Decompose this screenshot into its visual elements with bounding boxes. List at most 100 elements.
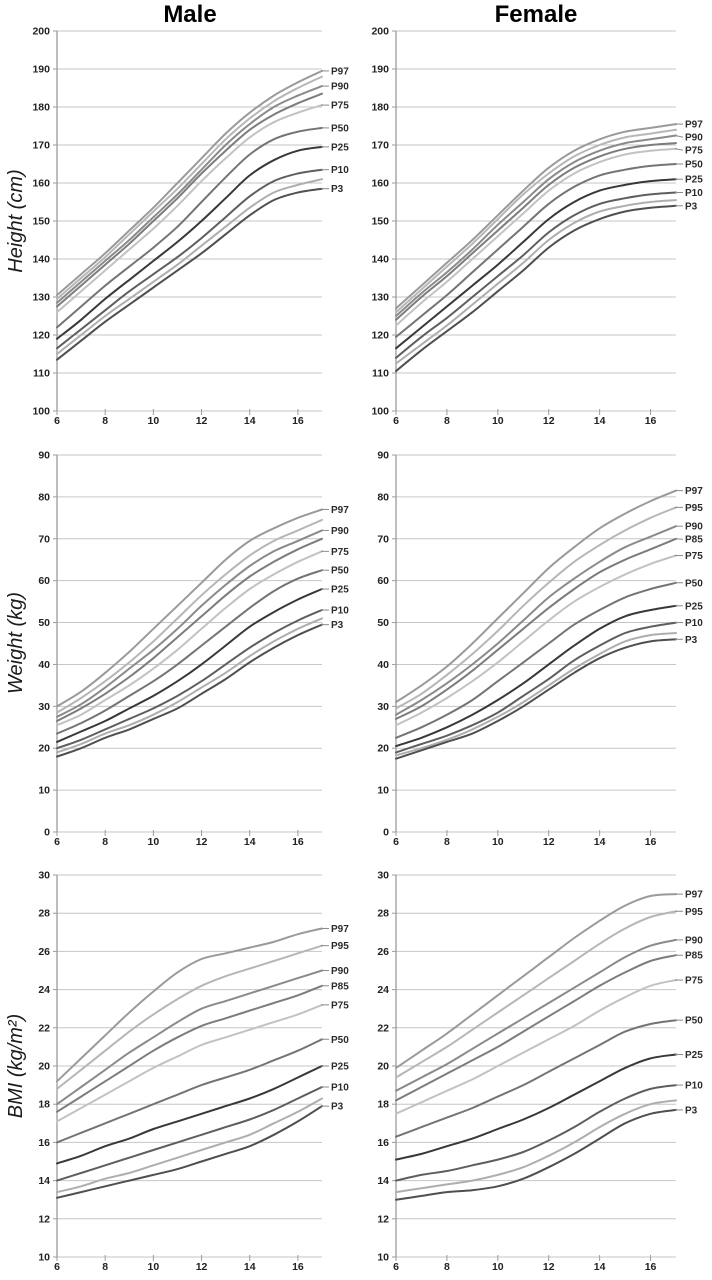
y-tick-label: 26 bbox=[38, 946, 50, 958]
curve-p97 bbox=[395, 489, 677, 704]
y-tick-label: 10 bbox=[377, 785, 389, 797]
curve-p25 bbox=[56, 588, 323, 743]
x-tick-label: 14 bbox=[594, 1261, 606, 1273]
y-tick-label: 190 bbox=[371, 64, 389, 76]
percentile-label-p25: P25 bbox=[331, 142, 349, 153]
percentile-label-p97: P97 bbox=[331, 66, 349, 77]
curve-p95 bbox=[395, 506, 677, 710]
curve-p25 bbox=[56, 145, 323, 340]
curve-p95 bbox=[395, 128, 677, 314]
y-tick-label: 50 bbox=[38, 617, 50, 629]
curve-p5 bbox=[395, 1099, 677, 1194]
y-tick-label: 10 bbox=[377, 1252, 389, 1264]
y-tick-label: 28 bbox=[38, 908, 50, 920]
x-tick-label: 16 bbox=[292, 836, 304, 848]
percentile-label-p75: P75 bbox=[685, 146, 703, 157]
y-tick-label: 200 bbox=[371, 26, 389, 38]
y-tick-label: 70 bbox=[377, 533, 389, 545]
x-tick-label: 16 bbox=[645, 836, 657, 848]
y-tick-label: 22 bbox=[38, 1022, 50, 1034]
curve-p50 bbox=[395, 163, 677, 338]
y-tick-label: 150 bbox=[371, 216, 389, 228]
percentile-label-p97: P97 bbox=[685, 890, 703, 901]
curve-p3 bbox=[56, 1105, 323, 1199]
y-tick-label: 170 bbox=[32, 140, 50, 152]
curve-p25 bbox=[395, 178, 677, 350]
percentile-label-p50: P50 bbox=[685, 578, 703, 589]
y-tick-label: 20 bbox=[38, 743, 50, 755]
y-tick-label: 30 bbox=[377, 870, 389, 882]
curve-p10 bbox=[395, 191, 677, 359]
curve-p3 bbox=[395, 638, 677, 760]
curve-p3 bbox=[395, 204, 677, 373]
x-tick-label: 12 bbox=[196, 1261, 208, 1273]
panel-male-weight: 0 10 20 30 40 50 60 70 80 90 6 8 10 12 14 16 P97 P90 P75 P5… bbox=[38, 450, 349, 849]
percentile-label-p50: P50 bbox=[331, 566, 349, 577]
percentile-label-p10: P10 bbox=[685, 1081, 703, 1092]
y-tick-label: 120 bbox=[371, 330, 389, 342]
x-tick-label: 14 bbox=[244, 836, 256, 848]
curve-p97 bbox=[56, 69, 323, 297]
curve-p5 bbox=[56, 178, 323, 355]
y-tick-label: 120 bbox=[32, 330, 50, 342]
panel-female-weight: 0 10 20 30 40 50 60 70 80 90 6 8 10 12 14 16 P97 P95 P90 P8… bbox=[377, 450, 703, 849]
y-tick-label: 170 bbox=[371, 140, 389, 152]
y-tick-label: 24 bbox=[38, 984, 50, 996]
y-tick-label: 16 bbox=[38, 1137, 50, 1149]
percentile-label-p10: P10 bbox=[331, 165, 349, 176]
panel-male-height: 100 110 120 130 140 150 160 170 180 190 200 6 8 10 12 1… bbox=[32, 26, 349, 428]
percentile-label-p90: P90 bbox=[685, 522, 703, 533]
y-tick-label: 30 bbox=[377, 701, 389, 713]
percentile-label-p85: P85 bbox=[331, 981, 349, 992]
percentile-label-p25: P25 bbox=[685, 601, 703, 612]
x-tick-label: 16 bbox=[645, 1261, 657, 1273]
percentile-label-p95: P95 bbox=[685, 503, 703, 514]
y-tick-label: 20 bbox=[377, 743, 389, 755]
x-tick-label: 8 bbox=[102, 1261, 108, 1273]
x-tick-label: 12 bbox=[543, 415, 555, 427]
y-tick-label: 110 bbox=[372, 368, 389, 380]
y-tick-label: 90 bbox=[38, 450, 50, 462]
percentile-label-p3: P3 bbox=[685, 1105, 698, 1116]
y-tick-label: 200 bbox=[32, 26, 50, 38]
y-tick-label: 130 bbox=[32, 292, 50, 304]
y-tick-label: 18 bbox=[38, 1099, 50, 1111]
percentile-label-p3: P3 bbox=[331, 620, 344, 631]
x-tick-label: 10 bbox=[492, 415, 504, 427]
curve-p90 bbox=[56, 85, 323, 304]
y-tick-label: 40 bbox=[377, 659, 389, 671]
curve-p3 bbox=[395, 1108, 677, 1201]
y-tick-label: 10 bbox=[38, 785, 50, 797]
curve-p10 bbox=[395, 621, 677, 754]
curve-p10 bbox=[56, 168, 323, 350]
x-tick-label: 6 bbox=[393, 1261, 399, 1273]
curve-p50 bbox=[395, 581, 677, 739]
curve-p3 bbox=[56, 623, 323, 758]
percentile-label-p25: P25 bbox=[331, 585, 349, 596]
y-tick-label: 150 bbox=[32, 216, 50, 228]
y-tick-label: 20 bbox=[38, 1061, 50, 1073]
y-tick-label: 140 bbox=[371, 254, 389, 266]
y-tick-label: 28 bbox=[377, 908, 389, 920]
percentile-label-p3: P3 bbox=[331, 1102, 344, 1113]
x-tick-label: 6 bbox=[54, 836, 60, 848]
x-tick-label: 8 bbox=[444, 415, 450, 427]
y-tick-label: 0 bbox=[383, 827, 389, 839]
curve-p10 bbox=[56, 609, 323, 750]
label-leader bbox=[674, 148, 684, 151]
percentile-label-p90: P90 bbox=[685, 133, 703, 144]
percentile-label-p85: P85 bbox=[685, 951, 703, 962]
curve-p3 bbox=[56, 187, 323, 361]
curve-p95 bbox=[56, 75, 323, 300]
curve-p85 bbox=[56, 984, 323, 1113]
curve-p75 bbox=[56, 104, 323, 314]
y-tick-label: 0 bbox=[44, 827, 50, 839]
x-tick-label: 12 bbox=[196, 415, 208, 427]
percentile-label-p97: P97 bbox=[331, 924, 349, 935]
x-tick-label: 14 bbox=[594, 415, 606, 427]
x-tick-label: 8 bbox=[444, 1261, 450, 1273]
x-tick-label: 16 bbox=[292, 415, 304, 427]
x-tick-label: 12 bbox=[543, 1261, 555, 1273]
curve-p75 bbox=[395, 979, 677, 1115]
curve-p85 bbox=[56, 92, 323, 308]
